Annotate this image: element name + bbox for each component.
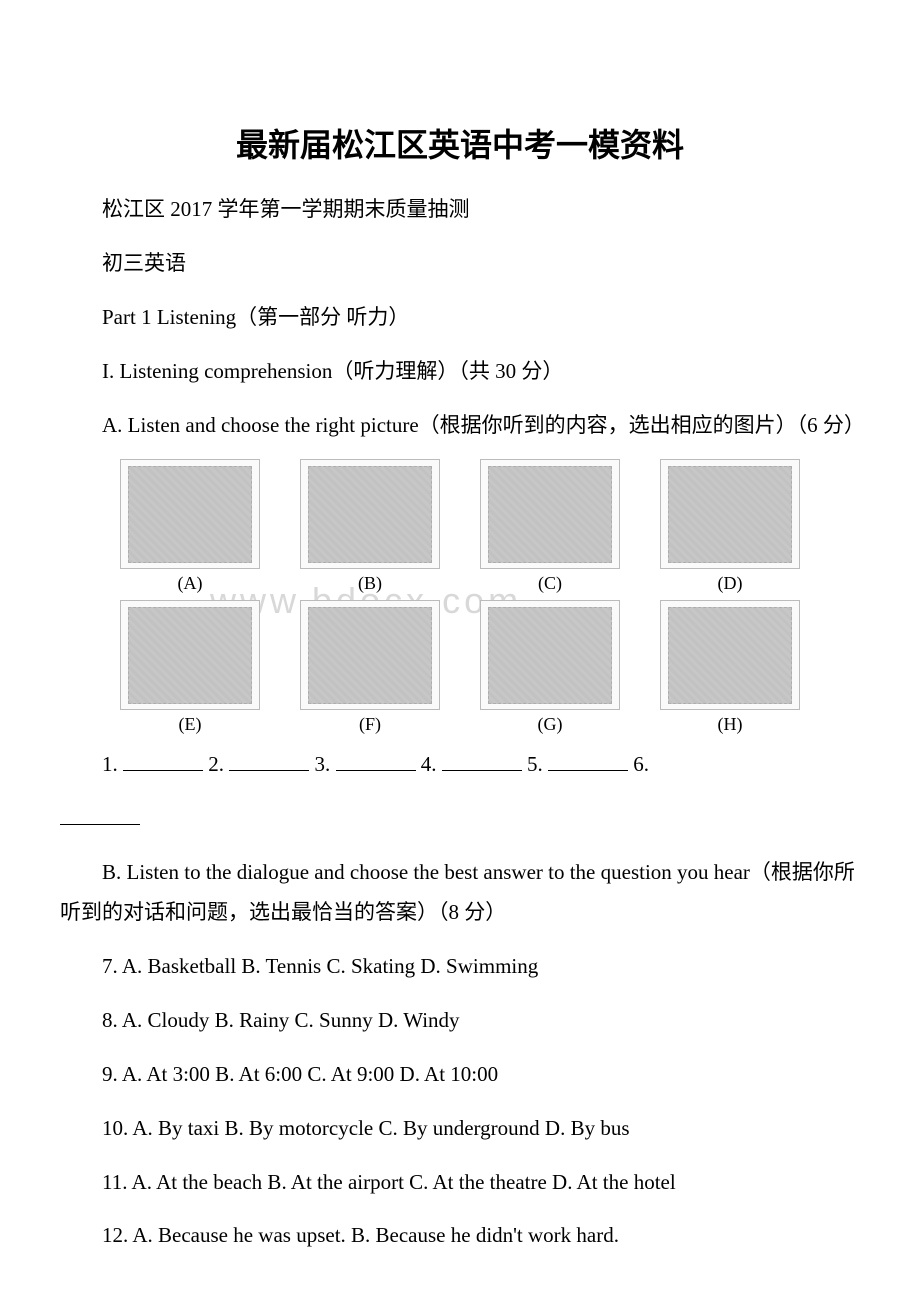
blank-num-6: 6.	[633, 752, 649, 776]
picture-label-g: (G)	[538, 714, 563, 735]
blank-5[interactable]	[548, 750, 628, 771]
picture-cell-b: (B)	[300, 459, 440, 594]
section-b-intro: B. Listen to the dialogue and choose the…	[60, 853, 860, 933]
picture-grid: (A) (B) (C) (D) www.bdocx.com (E) (F) (G…	[120, 459, 800, 735]
picture-row-2: (E) (F) (G) (H)	[120, 600, 800, 735]
blank-3[interactable]	[336, 750, 416, 771]
picture-label-b: (B)	[358, 573, 382, 594]
line-1: 松江区 2017 学年第一学期期末质量抽测	[60, 190, 860, 230]
picture-a	[120, 459, 260, 569]
picture-label-h: (H)	[718, 714, 743, 735]
blank-6[interactable]	[60, 804, 140, 825]
question-10: 10. A. By taxi B. By motorcycle C. By un…	[60, 1109, 860, 1149]
line-4: I. Listening comprehension（听力理解）（共 30 分）	[60, 352, 860, 392]
line-5: A. Listen and choose the right picture（根…	[60, 406, 860, 446]
picture-cell-g: (G)	[480, 600, 620, 735]
picture-d	[660, 459, 800, 569]
blank-2[interactable]	[229, 750, 309, 771]
picture-b	[300, 459, 440, 569]
question-8: 8. A. Cloudy B. Rainy C. Sunny D. Windy	[60, 1001, 860, 1041]
question-7: 7. A. Basketball B. Tennis C. Skating D.…	[60, 947, 860, 987]
picture-e	[120, 600, 260, 710]
picture-cell-e: (E)	[120, 600, 260, 735]
blank-6-line	[60, 799, 860, 839]
question-11: 11. A. At the beach B. At the airport C.…	[60, 1163, 860, 1203]
blank-num-5: 5.	[527, 752, 543, 776]
picture-label-a: (A)	[178, 573, 203, 594]
blank-4[interactable]	[442, 750, 522, 771]
answer-blanks-row: 1. 2. 3. 4. 5. 6.	[60, 745, 860, 785]
picture-label-d: (D)	[718, 573, 743, 594]
picture-cell-d: (D)	[660, 459, 800, 594]
page-title: 最新届松江区英语中考一模资料	[60, 120, 860, 166]
picture-label-f: (F)	[359, 714, 381, 735]
blank-num-3: 3.	[315, 752, 331, 776]
picture-f	[300, 600, 440, 710]
blank-num-4: 4.	[421, 752, 437, 776]
blank-1[interactable]	[123, 750, 203, 771]
picture-g	[480, 600, 620, 710]
picture-cell-c: (C)	[480, 459, 620, 594]
blank-num-1: 1.	[102, 752, 118, 776]
line-2: 初三英语	[60, 244, 860, 284]
picture-cell-h: (H)	[660, 600, 800, 735]
blank-num-2: 2.	[208, 752, 224, 776]
picture-h	[660, 600, 800, 710]
picture-c	[480, 459, 620, 569]
picture-label-c: (C)	[538, 573, 562, 594]
line-3: Part 1 Listening（第一部分 听力）	[60, 298, 860, 338]
picture-row-1: (A) (B) (C) (D)	[120, 459, 800, 594]
question-9: 9. A. At 3:00 B. At 6:00 C. At 9:00 D. A…	[60, 1055, 860, 1095]
question-12: 12. A. Because he was upset. B. Because …	[60, 1216, 860, 1256]
picture-cell-f: (F)	[300, 600, 440, 735]
picture-label-e: (E)	[179, 714, 202, 735]
picture-cell-a: (A)	[120, 459, 260, 594]
